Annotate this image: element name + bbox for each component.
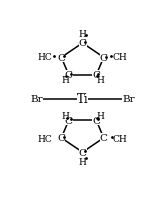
Text: CH: CH [113, 53, 127, 62]
Text: H: H [79, 30, 86, 39]
Text: Br: Br [122, 95, 135, 104]
Text: H: H [61, 111, 69, 120]
Text: C: C [57, 54, 65, 62]
Text: H: H [79, 157, 86, 166]
Text: C: C [57, 134, 65, 143]
Text: H: H [61, 76, 69, 85]
Text: Br: Br [30, 95, 43, 104]
Text: C: C [100, 134, 108, 143]
Text: C: C [79, 148, 86, 157]
Text: HC: HC [37, 134, 52, 143]
Text: CH: CH [113, 134, 127, 143]
Text: H: H [96, 111, 104, 120]
Text: H: H [96, 76, 104, 85]
Text: Ti: Ti [77, 93, 88, 106]
Text: C: C [65, 71, 73, 80]
Text: C: C [100, 54, 108, 62]
Text: C: C [65, 116, 73, 125]
Text: C: C [79, 39, 86, 48]
Text: C: C [92, 71, 100, 80]
Text: C: C [92, 116, 100, 125]
Text: HC: HC [37, 53, 52, 62]
